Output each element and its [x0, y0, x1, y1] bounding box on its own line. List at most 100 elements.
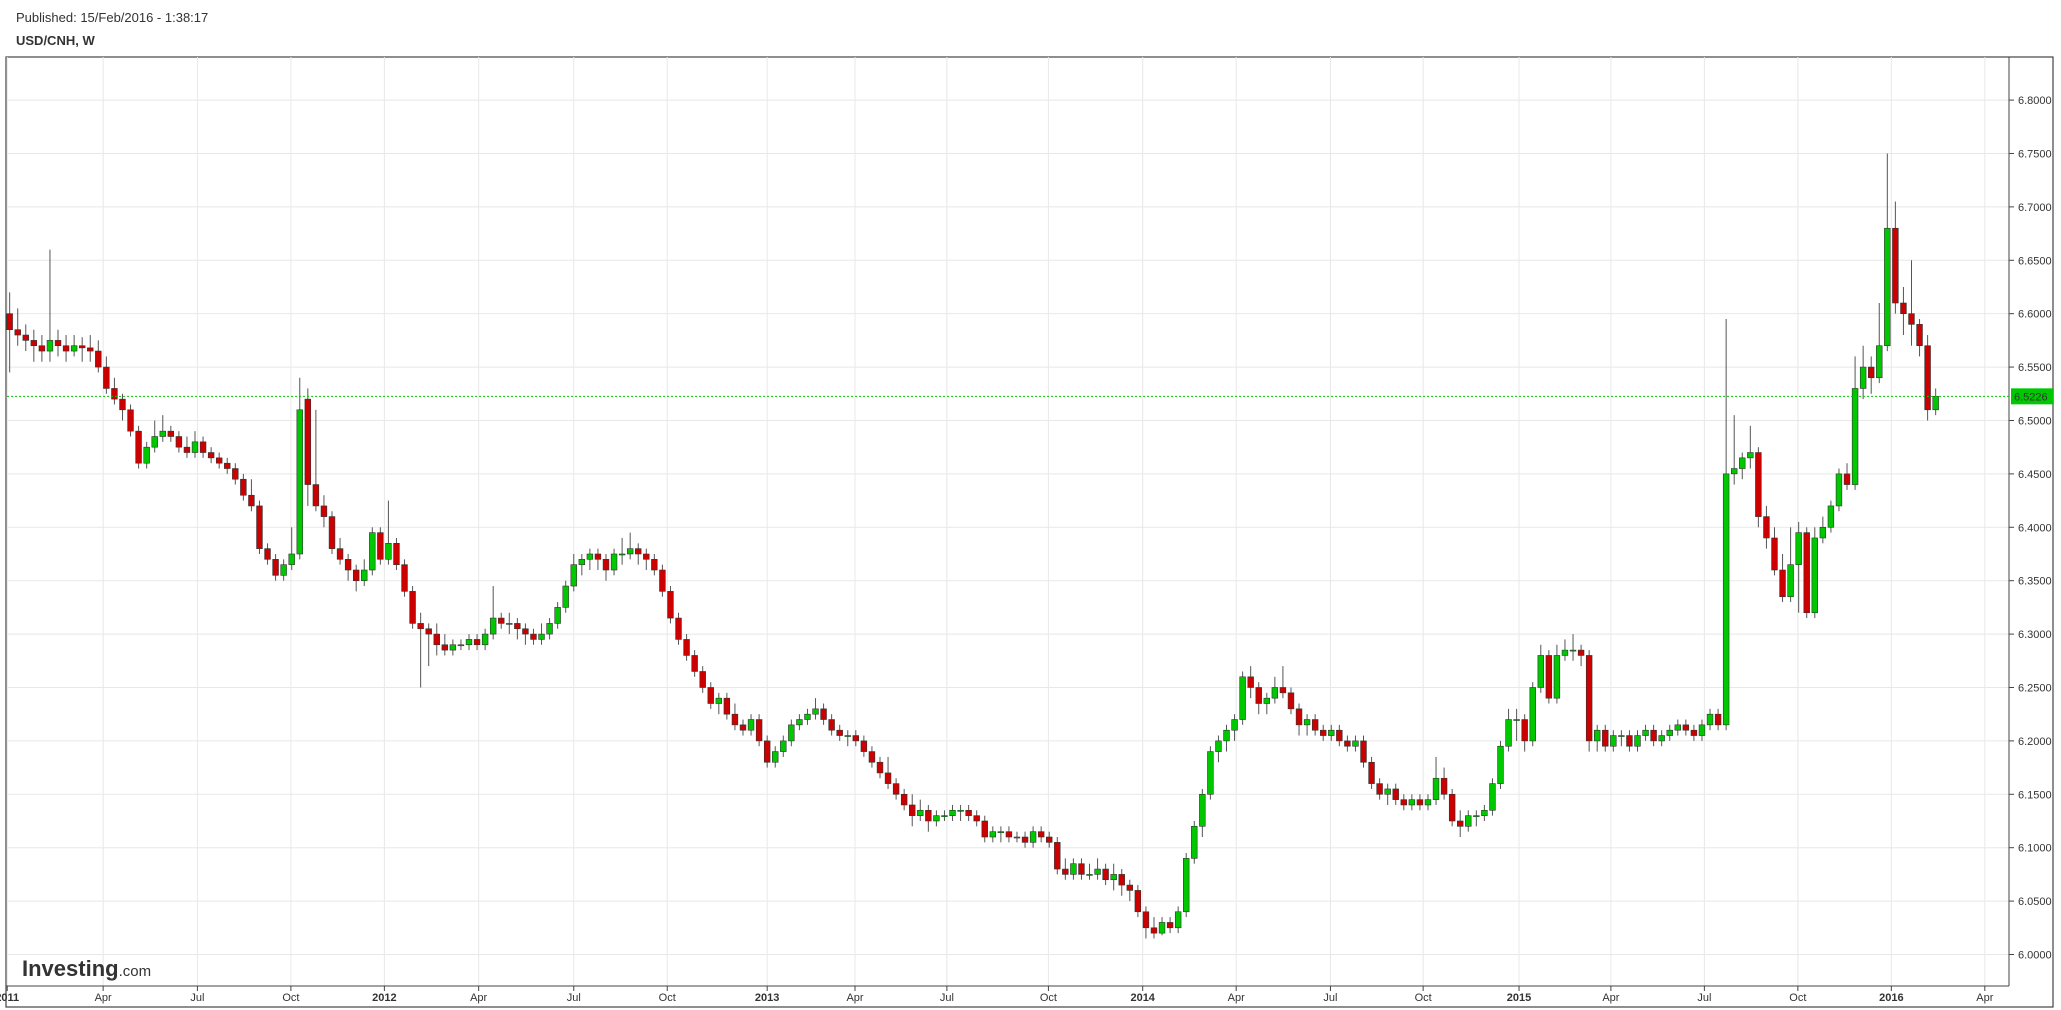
candle-body [699, 671, 706, 688]
candle-body [731, 713, 739, 726]
candle-body [183, 446, 191, 453]
candle-body [1481, 810, 1488, 816]
candle-body [1408, 799, 1416, 806]
candle-body [1287, 692, 1295, 710]
x-tick-label: 2012 [372, 992, 396, 1004]
candle-body [1223, 729, 1230, 742]
candle-body [481, 633, 489, 646]
candle-body [1352, 740, 1359, 747]
candle-body [175, 436, 183, 448]
x-tick-label: Apr [1976, 992, 1993, 1004]
candle-body [401, 564, 408, 592]
candle-body [240, 478, 247, 496]
candle-body [232, 468, 239, 480]
candle-body [1714, 713, 1722, 726]
x-tick-label: Oct [1040, 992, 1057, 1004]
candle-body [1602, 729, 1609, 747]
candle-body [1191, 826, 1198, 859]
candle-body [715, 697, 723, 704]
candle-body [1843, 473, 1851, 485]
y-tick-label: 6.5000 [2018, 415, 2052, 427]
candle-body [1658, 735, 1665, 742]
candle-body [304, 398, 312, 485]
candle-body [828, 719, 835, 731]
candle-body [1094, 868, 1101, 875]
candle-body [538, 633, 545, 640]
candle-body [1497, 745, 1504, 784]
candle-body [1199, 793, 1206, 827]
x-tick-label: Apr [1228, 992, 1245, 1004]
candle-body [506, 623, 513, 625]
candle-body [586, 553, 594, 560]
candle-body [1682, 724, 1690, 731]
candle-body [87, 347, 94, 352]
grid [6, 57, 2009, 986]
candle-body [78, 345, 86, 349]
candle-body [1037, 831, 1045, 838]
candle-body [1521, 719, 1528, 742]
candle-body [1247, 676, 1254, 688]
x-tick-label: 2013 [755, 992, 779, 1004]
candle-body [1126, 884, 1134, 891]
candle-body [1747, 452, 1754, 459]
candle-body [1884, 227, 1891, 347]
x-tick-label: Oct [282, 992, 299, 1004]
candle-body [1013, 836, 1021, 839]
candle-body [900, 793, 908, 806]
candle-body [917, 810, 924, 816]
candle-body [1062, 868, 1069, 875]
candle-body [1916, 324, 1923, 347]
published-label: Published: 15/Feb/2016 - 1:38:17 [16, 10, 208, 25]
candle-body [224, 462, 231, 469]
y-tick-label: 6.0000 [2018, 949, 2052, 961]
candle-body [1561, 649, 1569, 656]
candle-body [46, 340, 54, 352]
candle-body [1150, 927, 1158, 934]
candle-body [103, 366, 110, 389]
candle-body [159, 430, 166, 437]
candle-body [1400, 799, 1407, 806]
candle-body [1368, 761, 1375, 784]
x-tick-label: Oct [1789, 992, 1806, 1004]
candle-body [119, 398, 126, 411]
candle-body [1158, 922, 1166, 934]
candle-body [1577, 649, 1585, 656]
candle-body [1722, 473, 1730, 726]
y-tick-label: 6.4500 [2018, 469, 2052, 481]
candle-body [1626, 735, 1633, 747]
candle-body [892, 783, 900, 795]
candle-body [949, 810, 956, 816]
y-tick-label: 6.0500 [2018, 896, 2052, 908]
candle-body [796, 719, 803, 726]
candle-body [1021, 836, 1029, 843]
candle-body [30, 340, 38, 347]
candle-body [804, 713, 811, 720]
candle-body [667, 591, 674, 619]
candle-body [933, 815, 940, 822]
candle-body [127, 409, 134, 432]
brand-logo: Investing.com [22, 956, 151, 981]
candle-body [570, 564, 577, 587]
candle-body [433, 633, 440, 646]
candle-body [755, 719, 763, 742]
y-tick-label: 6.3500 [2018, 576, 2052, 588]
candle-body [1271, 687, 1279, 699]
candle-body [965, 810, 972, 816]
candle-body [1070, 863, 1077, 875]
x-tick-label: 2011 [0, 992, 19, 1004]
candle-body [546, 623, 553, 635]
candle-body [1803, 532, 1810, 614]
candle-body [1827, 505, 1835, 528]
candle-body [1465, 815, 1472, 827]
y-tick-label: 6.5500 [2018, 362, 2052, 374]
candle-body [868, 751, 876, 763]
candle-body [151, 436, 158, 448]
candle-body [844, 735, 851, 737]
candle-body [1908, 313, 1915, 325]
candle-body [739, 724, 747, 731]
candle-body [369, 532, 376, 571]
candle-body [1118, 874, 1125, 886]
brand-domain: .com [119, 963, 152, 980]
candle-body [925, 810, 932, 822]
candle-body [272, 559, 279, 576]
